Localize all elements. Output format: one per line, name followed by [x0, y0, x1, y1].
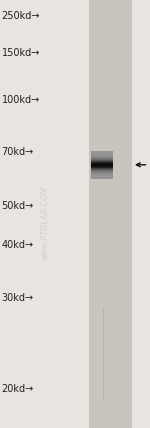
- Bar: [91, 173, 113, 174]
- Text: 40kd→: 40kd→: [2, 240, 34, 250]
- Text: 250kd→: 250kd→: [2, 11, 40, 21]
- Bar: [91, 151, 113, 152]
- Bar: [91, 176, 113, 177]
- Bar: [91, 162, 113, 163]
- Bar: [91, 171, 113, 172]
- Bar: [91, 152, 113, 153]
- Bar: [91, 160, 113, 161]
- Bar: [91, 174, 113, 175]
- Bar: [91, 175, 113, 176]
- Bar: [91, 157, 113, 158]
- Bar: [91, 155, 113, 156]
- Bar: [91, 154, 113, 155]
- Text: 50kd→: 50kd→: [2, 201, 34, 211]
- Bar: [91, 164, 113, 165]
- Bar: [91, 166, 113, 167]
- Bar: [91, 163, 113, 164]
- Text: 150kd→: 150kd→: [2, 48, 40, 59]
- Bar: [91, 161, 113, 162]
- Text: 30kd→: 30kd→: [2, 293, 34, 303]
- Bar: [91, 158, 113, 159]
- Bar: [91, 178, 113, 179]
- Bar: [89, 0, 132, 428]
- Text: 70kd→: 70kd→: [2, 147, 34, 157]
- Bar: [91, 170, 113, 171]
- Bar: [91, 159, 113, 160]
- Text: 20kd→: 20kd→: [2, 383, 34, 394]
- Bar: [91, 168, 113, 169]
- Bar: [91, 167, 113, 168]
- Bar: [91, 165, 113, 166]
- Bar: [91, 177, 113, 178]
- Text: 100kd→: 100kd→: [2, 95, 40, 105]
- Bar: [91, 172, 113, 173]
- Text: www.PTGLAB.COM: www.PTGLAB.COM: [40, 185, 50, 260]
- Bar: [91, 153, 113, 154]
- Bar: [91, 169, 113, 170]
